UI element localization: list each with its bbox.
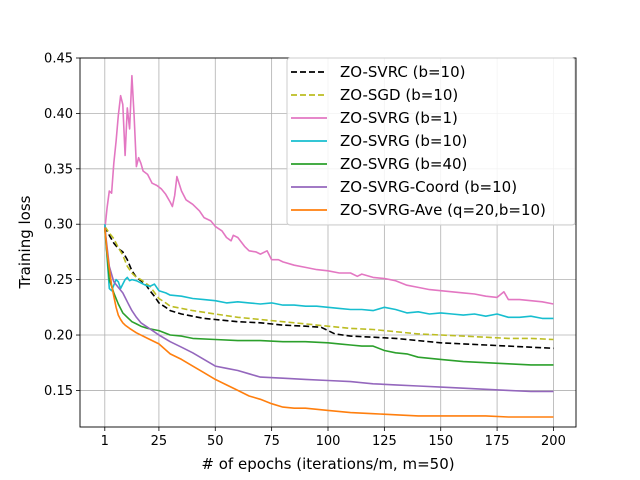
x-tick-label: 100 <box>316 434 341 449</box>
y-axis-ticks: 0.15 0.20 0.25 0.30 0.35 0.40 0.45 <box>44 52 80 399</box>
legend: ZO-SVRC (b=10) ZO-SGD (b=10) ZO-SVRG (b=1)… <box>286 57 576 226</box>
series-line-1 <box>104 226 554 350</box>
x-tick-label: 1 <box>101 434 109 449</box>
x-tick-label: 200 <box>541 434 566 449</box>
x-tick-label: 50 <box>207 434 224 449</box>
legend-label-1: ZO-SVRC (b=10) <box>340 63 466 81</box>
x-axis-label: # of epochs (iterations/m, m=50) <box>201 455 454 473</box>
y-tick-label: 0.30 <box>44 218 73 233</box>
legend-box <box>286 57 576 226</box>
legend-label-7: ZO-SVRG-Ave (q=20,b=10) <box>340 201 546 219</box>
y-tick-label: 0.40 <box>44 107 73 122</box>
series-lines <box>104 74 554 418</box>
y-tick-label: 0.35 <box>44 162 73 177</box>
x-tick-label: 75 <box>263 434 280 449</box>
series-line-7 <box>104 227 554 418</box>
legend-label-3: ZO-SVRG (b=1) <box>340 109 458 127</box>
series-line-5 <box>104 229 554 366</box>
x-axis-ticks: 1 25 50 75 100 125 150 175 200 <box>101 427 566 449</box>
y-tick-label: 0.20 <box>44 329 73 344</box>
legend-label-6: ZO-SVRG-Coord (b=10) <box>340 178 517 196</box>
series-line-2 <box>104 225 554 341</box>
x-tick-label: 175 <box>485 434 510 449</box>
y-tick-label: 0.15 <box>44 384 73 399</box>
x-tick-label: 125 <box>372 434 397 449</box>
y-axis-label: Training loss <box>16 195 34 289</box>
series-line-4 <box>104 224 554 320</box>
x-tick-label: 25 <box>151 434 168 449</box>
legend-label-4: ZO-SVRG (b=10) <box>340 132 467 150</box>
x-tick-label: 150 <box>428 434 453 449</box>
series-line-3 <box>104 74 554 305</box>
legend-label-5: ZO-SVRG (b=40) <box>340 155 467 173</box>
series-line-6 <box>104 227 554 393</box>
y-tick-label: 0.25 <box>44 273 73 288</box>
y-tick-label: 0.45 <box>44 52 73 67</box>
legend-label-2: ZO-SGD (b=10) <box>340 86 458 104</box>
